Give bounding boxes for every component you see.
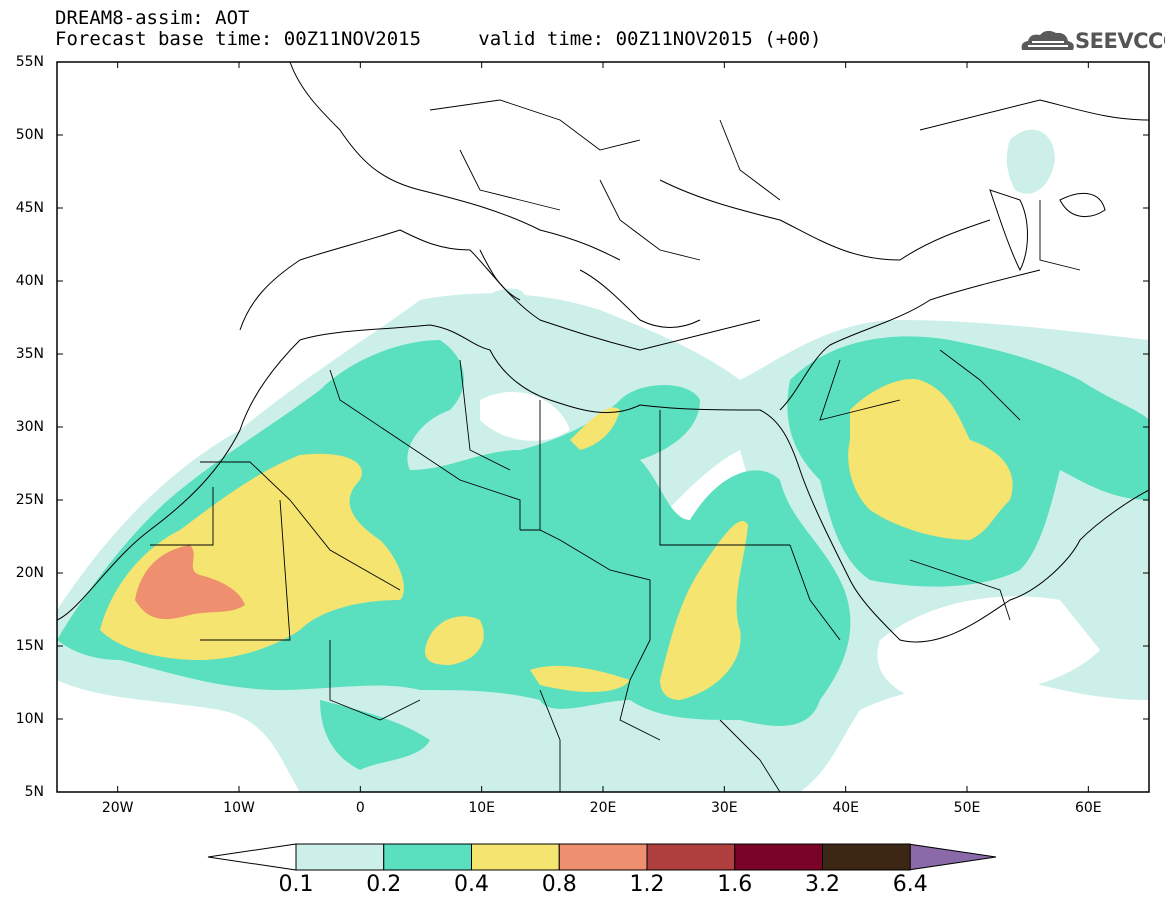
base-label: Forecast base time: <box>55 28 273 50</box>
lat-label: 40N <box>15 273 44 289</box>
seevccc-cloud-logo-icon <box>1021 30 1074 50</box>
forecast-time-line: Forecast base time: 00Z11NOV2015 valid t… <box>55 29 821 49</box>
colorbar-label: 0.4 <box>454 872 489 897</box>
logo-text: SEEVCCC <box>1075 29 1165 53</box>
aot-band-0.4-niger <box>530 665 630 692</box>
lat-label: 35N <box>15 346 44 362</box>
lat-label: 5N <box>24 784 44 800</box>
valid-time: 00Z11NOV2015 (+00) <box>615 28 822 50</box>
colorbar-segment <box>295 843 385 871</box>
lat-label: 50N <box>15 127 44 143</box>
aot-clear-libya <box>480 391 570 441</box>
map-title: DREAM8-assim: AOT <box>55 7 250 29</box>
colorbar-segment <box>383 843 472 871</box>
valid-label: valid time: <box>478 28 605 50</box>
coastlines <box>57 62 1149 643</box>
aot-band-0.8-west-africa <box>135 545 245 620</box>
colorbar-segment <box>471 843 560 871</box>
colorbar-segment <box>646 843 736 871</box>
axis-ticks <box>57 61 1149 793</box>
lon-label: 50E <box>953 800 981 816</box>
lon-label: 20E <box>589 800 617 816</box>
aot-cyan-caspian <box>1006 129 1055 194</box>
colorbar-label: 3.2 <box>805 872 840 897</box>
lat-label: 45N <box>15 200 44 216</box>
aot-cyan-med <box>480 288 525 308</box>
lat-label: 25N <box>15 492 44 508</box>
colorbar-label: 1.6 <box>717 872 753 897</box>
aot-clear-africa-east <box>877 596 1100 700</box>
lat-label: 10N <box>15 711 44 727</box>
lon-label: 30E <box>710 800 738 816</box>
aot-band-0.4-chad <box>425 616 484 665</box>
lon-label: 0 <box>355 800 365 816</box>
colorbar-label: 0.1 <box>278 872 314 897</box>
colorbar-segment <box>734 843 823 871</box>
lat-label: 20N <box>15 565 44 581</box>
colorbar-label: 0.2 <box>366 872 402 897</box>
colorbar-label: 1.2 <box>629 872 665 897</box>
lon-label: 60E <box>1074 800 1102 816</box>
lon-label: 10E <box>468 800 495 816</box>
colorbar-left-arrow <box>207 843 297 871</box>
aot-band-0.4-mideast <box>848 379 1013 540</box>
lat-label: 30N <box>15 419 44 435</box>
lon-label: 40E <box>832 800 859 816</box>
aot-band-0.4-egypt <box>570 407 620 450</box>
colorbar <box>207 843 997 871</box>
base-time: 00Z11NOV2015 <box>283 28 422 50</box>
colorbar-right-arrow <box>907 843 997 871</box>
lat-label: 55N <box>15 54 44 70</box>
aot-band-0.2-sahel <box>320 700 430 770</box>
colorbar-label: 0.8 <box>541 872 577 897</box>
lat-label: 15N <box>15 638 44 654</box>
lon-label: 10W <box>223 800 255 816</box>
lon-label: 20W <box>101 800 134 816</box>
colorbar-segment <box>558 843 648 871</box>
country-borders <box>150 99 1081 792</box>
colorbar-label: 6.4 <box>892 872 928 897</box>
aot-band-0.4-sudan <box>660 521 748 700</box>
colorbar-segment <box>822 843 911 871</box>
